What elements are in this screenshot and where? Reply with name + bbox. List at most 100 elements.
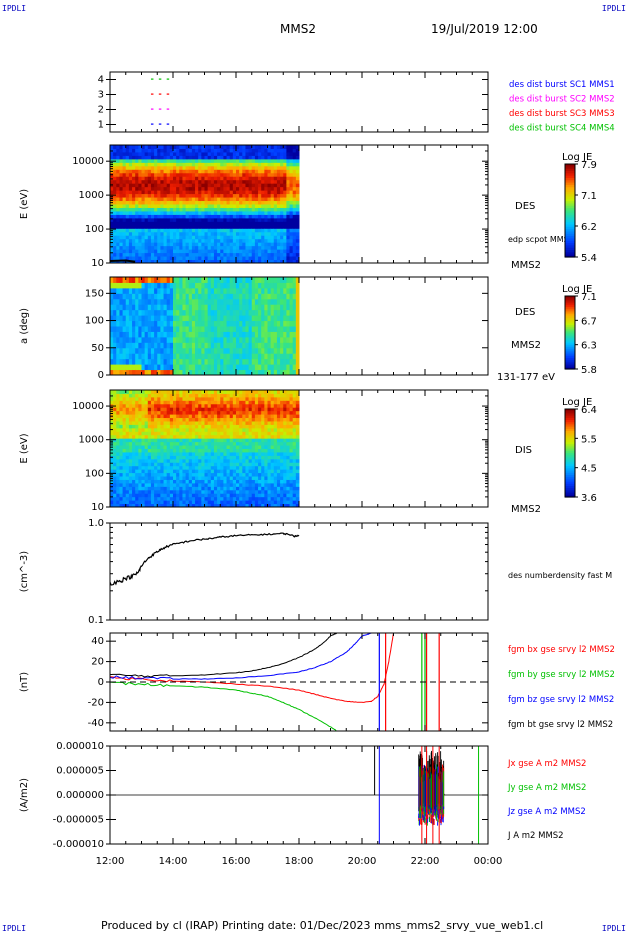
des-energy-pixel bbox=[248, 176, 253, 181]
des-energy-pixel bbox=[258, 204, 262, 208]
des-pitch-pixel bbox=[267, 347, 272, 354]
dis-energy-pixel bbox=[141, 420, 146, 425]
dis-energy-pixel bbox=[128, 407, 133, 412]
dis-energy-pixel bbox=[173, 445, 177, 449]
des-pitch-pixel bbox=[226, 347, 231, 354]
des-pitch-pixel bbox=[261, 293, 265, 300]
des-energy-pixel bbox=[160, 204, 165, 208]
des-energy-pixel bbox=[110, 231, 114, 236]
des-energy-pixel bbox=[258, 249, 262, 254]
des-energy-pixel bbox=[195, 221, 199, 226]
dis-energy-pixel bbox=[163, 393, 168, 398]
des-energy-pixel bbox=[289, 158, 294, 163]
dis-energy-pixel bbox=[226, 431, 231, 436]
des-pitch-pixel bbox=[292, 369, 297, 376]
dis-energy-pixel bbox=[236, 493, 240, 498]
des-energy-pixel bbox=[261, 190, 265, 195]
dis-energy-pixel bbox=[122, 427, 127, 432]
dis-energy-pixel bbox=[138, 448, 142, 453]
des-pitch-pixel bbox=[270, 331, 275, 338]
des-pitch-pixel bbox=[198, 282, 202, 289]
dis-energy-pixel bbox=[239, 390, 243, 394]
des-energy-pixel bbox=[289, 207, 294, 212]
des-energy-pixel bbox=[179, 231, 183, 236]
dis-energy-pixel bbox=[204, 393, 209, 398]
des-pitch-pixel bbox=[135, 342, 139, 349]
dis-energy-pixel bbox=[229, 407, 234, 412]
des-energy-pixel bbox=[236, 252, 240, 257]
des-pitch-pixel bbox=[207, 336, 212, 343]
dis-energy-pixel bbox=[125, 403, 130, 408]
des-pitch-pixel bbox=[295, 364, 300, 371]
dis-energy-pixel bbox=[236, 482, 240, 487]
des-pitch-pixel bbox=[213, 277, 218, 283]
des-energy-pixel bbox=[236, 256, 240, 261]
des-energy-pixel bbox=[195, 210, 199, 215]
des-pitch-pixel bbox=[207, 282, 212, 289]
des-energy-pixel bbox=[276, 210, 281, 215]
des-pitch-pixel bbox=[144, 304, 149, 311]
des-energy-pixel bbox=[261, 210, 265, 215]
dis-energy-pixel bbox=[239, 393, 243, 398]
dis-energy-pixel bbox=[122, 503, 127, 508]
dis-energy-pixel bbox=[229, 472, 234, 477]
des-energy-pixel bbox=[210, 256, 215, 261]
des-energy-pixel bbox=[176, 210, 180, 215]
dis-energy-pixel bbox=[138, 390, 142, 394]
des-pitch-pixel bbox=[119, 309, 124, 316]
des-pitch-pixel bbox=[201, 315, 205, 322]
dis-energy-pixel bbox=[242, 434, 246, 439]
dis-energy-pixel bbox=[160, 448, 165, 453]
des-pitch-pixel bbox=[292, 277, 297, 283]
des-energy-pixel bbox=[213, 172, 218, 177]
des-energy-pixel bbox=[138, 252, 142, 257]
dis-energy-pixel bbox=[242, 493, 246, 498]
des-energy-pixel bbox=[201, 197, 205, 202]
des-pitch-pixel bbox=[280, 347, 284, 354]
dis-energy-pixel bbox=[163, 465, 168, 470]
des-energy-pixel bbox=[267, 238, 272, 243]
des-energy-pixel bbox=[128, 252, 133, 257]
des-pitch-pixel bbox=[254, 298, 259, 305]
des-pitch-pixel bbox=[283, 353, 287, 360]
dis-energy-pixel bbox=[226, 472, 231, 477]
dis-energy-pixel bbox=[160, 489, 165, 494]
des-pitch-pixel bbox=[292, 326, 297, 332]
dis-energy-pixel bbox=[113, 390, 117, 394]
des-pitch-pixel bbox=[248, 336, 253, 343]
des-pitch-pixel bbox=[122, 353, 127, 360]
des-pitch-colorbar-cell bbox=[565, 363, 575, 366]
des-energy-pixel bbox=[166, 197, 171, 202]
des-energy-pixel bbox=[150, 256, 155, 261]
dis-energy-pixel bbox=[147, 465, 152, 470]
des-pitch-pixel bbox=[226, 320, 231, 327]
dis-energy-pixel bbox=[198, 465, 202, 470]
des-pitch-pixel bbox=[270, 326, 275, 332]
dis-energy-pixel bbox=[116, 486, 120, 491]
des-energy-pixel bbox=[128, 193, 133, 198]
des-energy-pixel bbox=[283, 151, 287, 156]
dis-energy-pixel bbox=[138, 441, 142, 446]
dis-energy-pixel bbox=[223, 427, 228, 432]
dis-energy-pixel bbox=[217, 390, 221, 394]
dis-energy-pixel bbox=[154, 414, 158, 419]
des-pitch-pixel bbox=[182, 320, 187, 327]
dis-energy-pixel bbox=[182, 400, 187, 405]
des-energy-pixel bbox=[119, 148, 124, 153]
des-energy-pixel bbox=[113, 249, 117, 254]
dis-energy-pixel bbox=[207, 469, 212, 474]
dis-energy-pixel bbox=[147, 400, 152, 405]
des-energy-pixel bbox=[248, 200, 253, 205]
dis-energy-pixel bbox=[154, 476, 158, 480]
des-pitch-pixel bbox=[258, 364, 262, 371]
dis-energy-pixel bbox=[182, 403, 187, 408]
des-energy-pixel bbox=[236, 165, 240, 170]
des-pitch-pixel bbox=[147, 293, 152, 300]
des-energy-pixel bbox=[198, 238, 202, 243]
des-energy-pixel bbox=[242, 252, 246, 257]
des-energy-pixel bbox=[229, 179, 234, 184]
des-pitch-pixel bbox=[191, 315, 196, 322]
des-pitch-pixel bbox=[188, 358, 193, 365]
des-energy-pixel bbox=[283, 193, 287, 198]
des-energy-pixel bbox=[264, 193, 268, 198]
